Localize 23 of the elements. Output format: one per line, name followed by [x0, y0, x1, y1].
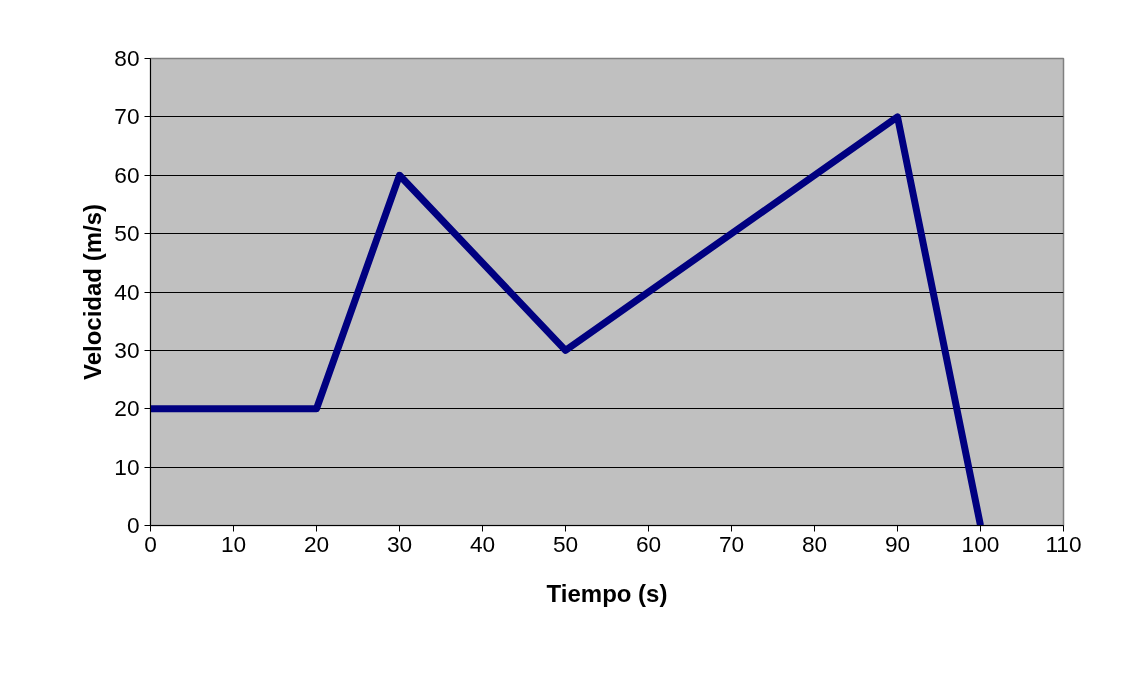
x-tick-label: 10 — [220, 530, 247, 557]
y-axis-title: Velocidad (m/s) — [79, 203, 107, 381]
x-tick-label: 20 — [303, 530, 330, 557]
x-tick-label: 30 — [386, 530, 413, 557]
y-tick-label: 10 — [114, 453, 140, 480]
x-tick-label: 90 — [884, 530, 911, 557]
x-axis-title: Tiempo (s) — [546, 579, 668, 607]
y-tick-label: 0 — [126, 512, 140, 538]
x-tick-label: 0 — [144, 530, 157, 557]
x-tick-label: 100 — [961, 530, 1000, 557]
y-tick-label: 60 — [114, 161, 140, 188]
y-tick-label: 80 — [114, 45, 140, 71]
y-tick-label: 40 — [114, 278, 140, 305]
x-tick-label: 40 — [469, 530, 496, 557]
x-tick-label: 110 — [1045, 530, 1082, 557]
x-tick-label: 70 — [718, 530, 745, 557]
x-tick-label: 80 — [801, 530, 828, 557]
y-tick-label: 20 — [114, 395, 140, 422]
y-tick-label: 30 — [114, 336, 140, 363]
y-tick-label: 50 — [114, 220, 140, 247]
y-tick-label: 70 — [114, 103, 140, 130]
x-tick-label: 50 — [552, 530, 579, 557]
x-tick-label: 60 — [635, 530, 662, 557]
